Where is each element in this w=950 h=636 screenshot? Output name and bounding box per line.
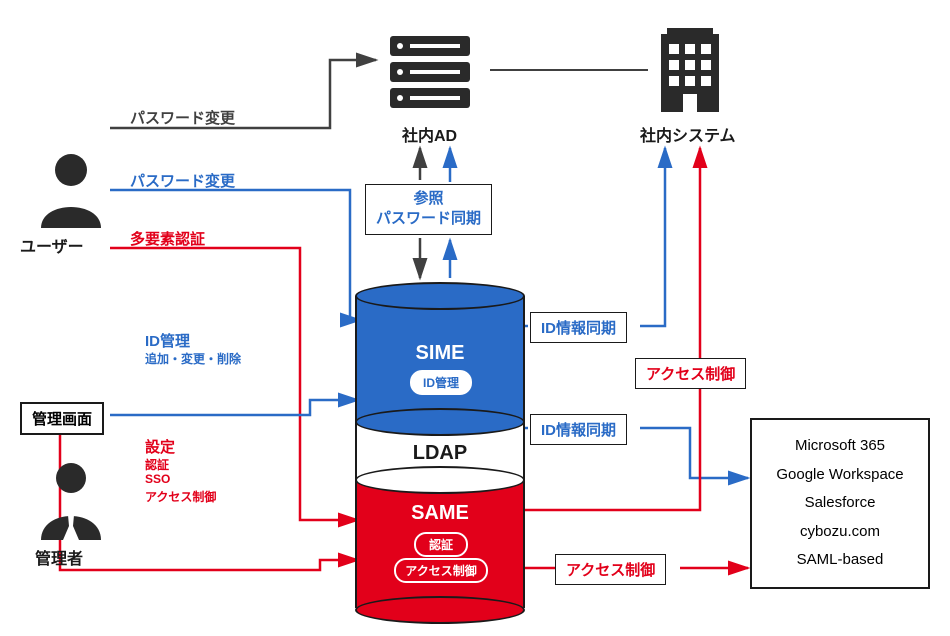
admin-panel-box: 管理画面: [20, 402, 104, 435]
user-icon: [35, 150, 107, 230]
pw-change-black: パスワード変更: [130, 107, 235, 128]
user-label: ユーザー: [20, 233, 84, 257]
ref-sync-box: 参照 パスワード同期: [365, 184, 492, 235]
mfa-red: 多要素認証: [130, 228, 205, 249]
sime-label: SIME: [355, 342, 525, 365]
service-2: Salesforce: [762, 489, 918, 518]
service-1: Google Workspace: [762, 461, 918, 490]
cyl-top-ellipse: [355, 282, 525, 310]
cyl-sime-bottom: [355, 408, 525, 436]
admin-icon: [35, 460, 107, 542]
in-house-ad-label: 社内AD: [402, 122, 457, 146]
access-2: アクセス制御: [555, 554, 666, 585]
cyl-same-bottom: [355, 596, 525, 624]
services-box: Microsoft 365 Google Workspace Salesforc…: [750, 418, 930, 589]
id-mgmt-sub: 追加・変更・削除: [145, 350, 241, 367]
id-sync-1: ID情報同期: [530, 312, 627, 343]
server-icon: [380, 32, 480, 114]
service-3: cybozu.com: [762, 518, 918, 547]
ldap-label: LDAP: [355, 442, 525, 465]
settings-sub1: 認証: [145, 456, 169, 473]
service-0: Microsoft 365: [762, 432, 918, 461]
in-house-system-label: 社内システム: [640, 122, 736, 146]
settings-sub2: SSO: [145, 472, 170, 486]
same-pill1: 認証: [414, 532, 468, 557]
same-label: SAME: [355, 502, 525, 525]
ref-sync-line1: 参照: [414, 190, 444, 207]
id-sync-2: ID情報同期: [530, 414, 627, 445]
same-pill2: アクセス制御: [394, 558, 488, 583]
sime-pill: ID管理: [410, 370, 472, 395]
service-4: SAML-based: [762, 546, 918, 575]
settings-red: 設定: [145, 436, 175, 457]
ref-sync-line2: パスワード同期: [376, 210, 481, 227]
pw-change-blue: パスワード変更: [130, 170, 235, 191]
cyl-ldap-bottom: [355, 466, 525, 494]
settings-sub3: アクセス制御: [145, 488, 216, 505]
admin-label: 管理者: [35, 545, 83, 569]
diagram-stage: ユーザー 管理者 管理画面 社内AD 社内システム パスワード変更 パスワード変…: [0, 0, 950, 636]
id-mgmt-blue: ID管理: [145, 330, 190, 351]
building-icon: [655, 28, 725, 116]
access-1: アクセス制御: [635, 358, 746, 389]
